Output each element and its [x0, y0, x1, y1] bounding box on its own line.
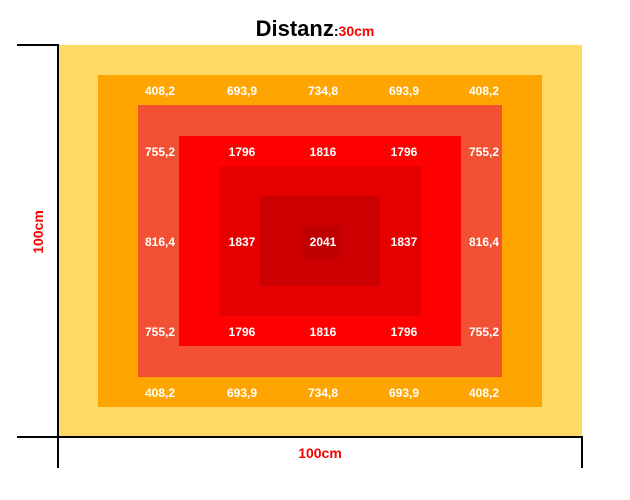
grid-value: 408,2 [144, 84, 176, 98]
grid-value: 755,2 [144, 325, 176, 339]
left-axis-line [57, 44, 59, 468]
grid-value: 755,2 [468, 145, 500, 159]
grid-value: 1796 [390, 145, 418, 159]
diagram-title: Distanz:30cm [0, 16, 630, 42]
grid-value: 755,2 [468, 325, 500, 339]
grid-value: 1837 [228, 235, 256, 249]
grid-value: 2041 [309, 235, 337, 249]
grid-value: 693,9 [388, 84, 420, 98]
title-separator: : [333, 23, 339, 39]
grid-value: 693,9 [388, 386, 420, 400]
grid-value: 755,2 [144, 145, 176, 159]
grid-value: 1796 [228, 145, 256, 159]
title-main: Distanz [255, 16, 334, 41]
x-axis-label: 100cm [298, 445, 342, 461]
grid-value: 1796 [228, 325, 256, 339]
bottom-right-tick [581, 436, 583, 468]
grid-value: 734,8 [307, 84, 339, 98]
grid-value: 816,4 [144, 235, 176, 249]
title-distance-value: 30cm [338, 23, 375, 39]
grid-value: 408,2 [468, 386, 500, 400]
y-axis-label: 100cm [30, 210, 46, 254]
top-left-tick [17, 44, 59, 46]
grid-value: 693,9 [226, 386, 258, 400]
grid-value: 1816 [309, 325, 337, 339]
grid-value: 1837 [390, 235, 418, 249]
grid-value: 1796 [390, 325, 418, 339]
grid-value: 734,8 [307, 386, 339, 400]
bottom-axis-line [17, 436, 583, 438]
grid-value: 408,2 [144, 386, 176, 400]
grid-value: 816,4 [468, 235, 500, 249]
grid-value: 1816 [309, 145, 337, 159]
grid-value: 408,2 [468, 84, 500, 98]
zone-7 [301, 226, 341, 258]
grid-value: 693,9 [226, 84, 258, 98]
